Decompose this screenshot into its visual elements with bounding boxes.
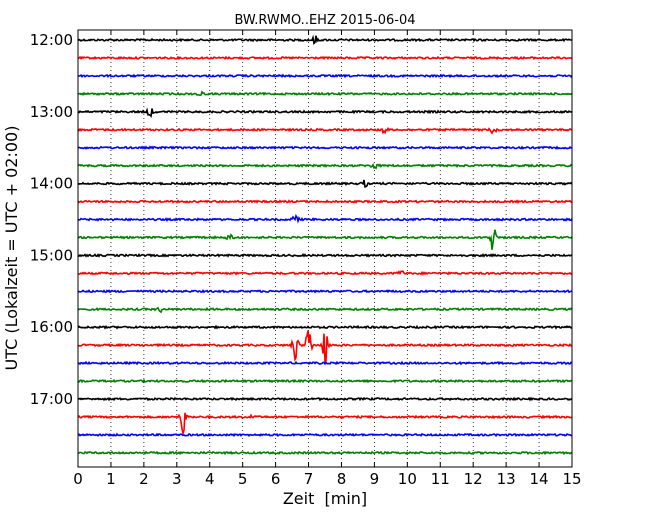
trace-line xyxy=(77,253,573,258)
x-tick-label: 10 xyxy=(398,470,417,488)
trace-line xyxy=(77,324,573,330)
trace-line xyxy=(77,145,572,150)
trace-line xyxy=(77,55,573,61)
trace-line xyxy=(77,34,573,46)
trace-line xyxy=(77,73,573,79)
y-tick-label: 12:00 xyxy=(30,31,73,49)
y-tick-label: 14:00 xyxy=(30,175,73,193)
x-tick-label: 5 xyxy=(238,470,248,488)
trace-line xyxy=(77,179,573,189)
x-tick-label: 13 xyxy=(497,470,516,488)
trace-line xyxy=(77,360,573,366)
x-tick-label: 7 xyxy=(304,470,314,488)
trace-line xyxy=(77,107,573,118)
y-tick-label: 15:00 xyxy=(30,246,73,264)
x-tick-label: 3 xyxy=(172,470,182,488)
x-tick-label: 1 xyxy=(106,470,116,488)
trace-line xyxy=(77,432,573,438)
x-axis-ticks: 0 1 2 3 4 5 6 7 8 9 10 11 12 13 14 15 xyxy=(73,30,582,488)
x-tick-label: 4 xyxy=(205,470,215,488)
trace-line xyxy=(77,162,573,170)
y-tick-label: 13:00 xyxy=(30,103,73,121)
plot-frame xyxy=(77,29,573,468)
trace-line xyxy=(77,330,573,365)
trace-line xyxy=(77,396,573,402)
trace-line xyxy=(77,306,573,314)
chart-title: BW.RWMO..EHZ 2015-06-04 xyxy=(234,13,415,28)
trace-line xyxy=(77,378,573,384)
seismic-traces xyxy=(77,34,573,456)
trace-line xyxy=(77,288,573,294)
y-axis-ticks: 12:00 13:00 14:00 15:00 16:00 17:00 xyxy=(30,31,572,408)
trace-line xyxy=(77,270,573,276)
y-tick-label: 16:00 xyxy=(30,318,73,336)
x-tick-label: 9 xyxy=(370,470,380,488)
x-tick-label: 6 xyxy=(271,470,281,488)
trace-line xyxy=(77,450,573,456)
trace-line xyxy=(77,199,573,204)
trace-line xyxy=(77,126,573,135)
grid-lines xyxy=(110,30,540,467)
trace-line xyxy=(77,90,573,97)
x-tick-label: 15 xyxy=(562,470,581,488)
y-axis-label: UTC (Lokalzeit = UTC + 02:00) xyxy=(2,126,21,371)
trace-line xyxy=(77,412,573,437)
x-tick-label: 12 xyxy=(464,470,483,488)
x-tick-label: 0 xyxy=(73,470,83,488)
y-tick-label: 17:00 xyxy=(30,390,73,408)
trace-line xyxy=(77,229,573,250)
x-tick-label: 2 xyxy=(139,470,149,488)
x-tick-label: 8 xyxy=(337,470,347,488)
trace-line xyxy=(77,214,573,224)
x-tick-label: 11 xyxy=(431,470,450,488)
x-axis-label: Zeit [min] xyxy=(283,489,367,508)
x-tick-label: 14 xyxy=(530,470,549,488)
